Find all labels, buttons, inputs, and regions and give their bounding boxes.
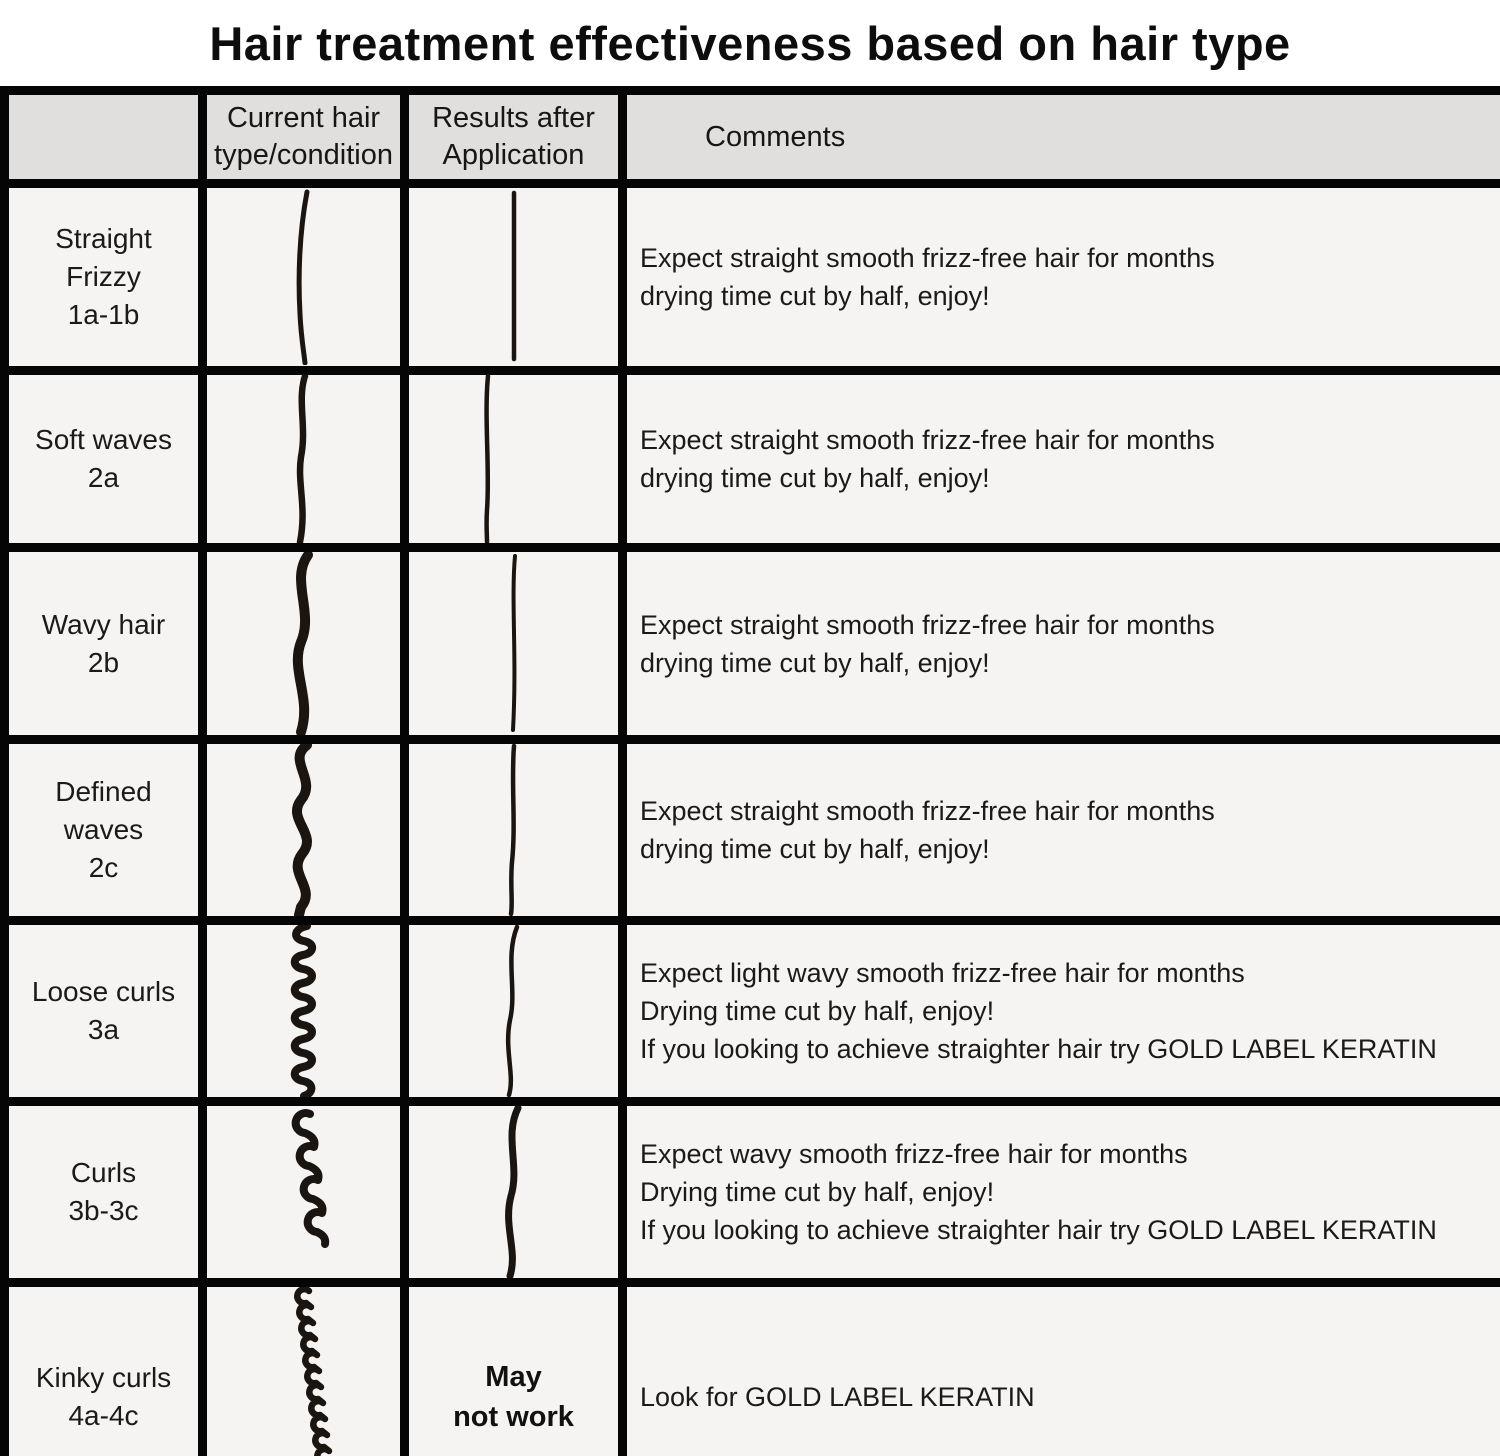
current-hair-cell [207,1287,400,1456]
comment-text: Expect straight smooth frizz-free hair f… [627,744,1500,916]
result-text: May not work [409,1287,618,1456]
current-hair-cell [207,925,400,1097]
hair-type-label: Loose curls 3a [9,925,198,1097]
near-straight-strand-icon [508,744,516,916]
column-header-comments: Comments [627,95,1500,179]
column-header-results: Results after Application [409,95,618,179]
title-band: Hair treatment effectiveness based on ha… [0,0,1500,86]
near-straight-strand-icon [483,375,490,543]
comment-text: Expect light wavy smooth frizz-free hair… [627,925,1500,1097]
hair-type-label: Wavy hair 2b [9,552,198,735]
comment-text: Expect straight smooth frizz-free hair f… [627,188,1500,366]
wavy-strand-icon [292,552,313,735]
comment-text: Expect wavy smooth frizz-free hair for m… [627,1106,1500,1278]
column-header-hair-type [9,95,198,179]
hair-type-label: Kinky curls 4a-4c [9,1287,198,1456]
hair-treatment-table: Current hair type/condition Results afte… [0,86,1500,1456]
page-title: Hair treatment effectiveness based on ha… [209,16,1291,70]
defined-wave-strand-icon [291,744,312,916]
column-header-current: Current hair type/condition [207,95,400,179]
light-wave-strand-icon [505,925,519,1097]
hair-type-label: Curls 3b-3c [9,1106,198,1278]
hair-type-label: Defined waves 2c [9,744,198,916]
frizzy-straight-strand-icon [296,189,309,365]
result-hair-cell [409,1106,618,1278]
wave-strand-icon [504,1106,521,1278]
comment-text: Look for GOLD LABEL KERATIN [627,1287,1500,1456]
comment-text: Expect straight smooth frizz-free hair f… [627,552,1500,735]
hair-type-label: Soft waves 2a [9,375,198,543]
loose-curl-squiggle-strand-icon [290,925,316,1097]
comment-text: Expect straight smooth frizz-free hair f… [627,375,1500,543]
hair-type-label: Straight Frizzy 1a-1b [9,188,198,366]
near-straight-strand-icon [510,554,517,732]
current-hair-cell [207,744,400,916]
current-hair-cell [207,375,400,543]
result-hair-cell [409,375,618,543]
kinky-coil-strand-icon [293,1287,332,1456]
result-hair-cell [409,188,618,366]
soft-wave-strand-icon [296,375,308,543]
current-hair-cell [207,1106,400,1278]
curl-loops-strand-icon [291,1109,329,1248]
current-hair-cell [207,552,400,735]
result-hair-cell [409,925,618,1097]
current-hair-cell [207,188,400,366]
result-hair-cell [409,744,618,916]
straight-strand-icon [511,190,516,362]
result-hair-cell [409,552,618,735]
